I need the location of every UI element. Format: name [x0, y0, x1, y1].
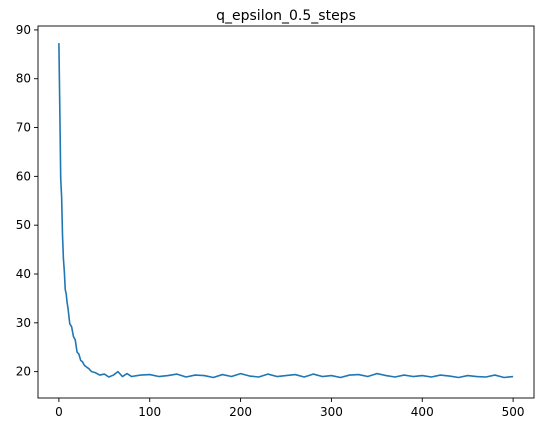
y-tick-label: 90	[16, 23, 31, 37]
x-tick-label: 100	[138, 405, 161, 419]
y-tick-label: 20	[16, 365, 31, 379]
axis-ticks: 0 100 200 300 400 500 20 30 40 50 60 70 80 90	[16, 23, 525, 419]
y-tick-label: 40	[16, 267, 31, 281]
y-tick-label: 30	[16, 316, 31, 330]
y-tick-label: 70	[16, 121, 31, 135]
plot-area-background	[38, 26, 534, 398]
series-line	[58, 43, 514, 379]
y-tick-label: 80	[16, 72, 31, 86]
x-tick-label: 0	[55, 405, 63, 419]
y-tick-label: 60	[16, 169, 31, 183]
series-layer	[58, 43, 514, 379]
x-tick-label: 200	[229, 405, 252, 419]
x-tick-label: 500	[502, 405, 525, 419]
x-tick-label: 400	[411, 405, 434, 419]
plot-area-frame	[37, 25, 535, 399]
chart-title: q_epsilon_0.5_steps	[216, 8, 356, 24]
x-tick-label: 300	[320, 405, 343, 419]
y-tick-label: 50	[16, 218, 31, 232]
